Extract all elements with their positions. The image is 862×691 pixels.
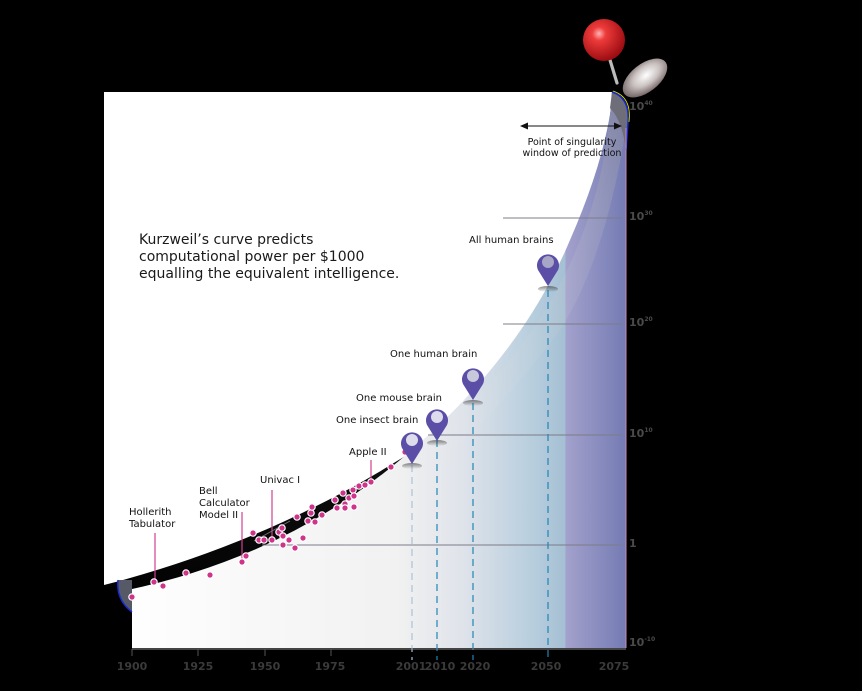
x-tick-2001: 2001 — [395, 660, 427, 673]
y-tick-10-30: 1030 — [629, 210, 653, 223]
data-points — [128, 448, 409, 601]
milestone-marker-all-humans — [537, 254, 559, 292]
singularity-label-line-2: window of prediction — [522, 148, 622, 159]
paper-sheet — [104, 92, 612, 585]
curve-edge-shade — [104, 92, 626, 610]
headline-line-3: equalling the equivalent intelligence. — [139, 266, 400, 282]
x-tick-1900: 1900 — [116, 660, 148, 673]
chart-headline: Kurzweil’s curve predicts computational … — [139, 232, 419, 283]
annotation-univac: Univac I — [260, 475, 301, 486]
singularity-label: Point of singularity window of predictio… — [520, 137, 624, 159]
milestone-dashed-lines — [411, 290, 549, 660]
leader-lines — [154, 460, 372, 581]
pushpin-icon — [583, 19, 668, 98]
annotation-bell-calculator: Bell Calculator Model II — [199, 486, 250, 521]
x-tick-2075: 2075 — [598, 660, 630, 673]
milestone-marker-human — [462, 368, 485, 406]
x-tick-1950: 1950 — [249, 660, 281, 673]
x-tick-2050: 2050 — [530, 660, 562, 673]
paper-curl-left — [117, 580, 132, 612]
x-axis-ticks — [131, 649, 332, 656]
x-tick-2010: 2010 — [424, 660, 456, 673]
annotation-hollerith: Hollerith Tabulator — [129, 507, 176, 530]
y-tick-10-10: 1010 — [629, 427, 653, 440]
x-tick-1925: 1925 — [182, 660, 214, 673]
annotation-all-human-brains: All human brains — [469, 235, 554, 246]
annotation-insect-brain: One insect brain — [336, 415, 419, 426]
annotation-mouse-brain: One mouse brain — [356, 393, 442, 404]
y-tick-10-neg10: 10-10 — [629, 636, 656, 649]
curve-area — [118, 100, 627, 648]
singularity-window-arrow — [520, 122, 622, 130]
singularity-label-line-1: Point of singularity — [527, 137, 617, 148]
paper-curl-right — [610, 92, 629, 150]
x-tick-2020: 2020 — [459, 660, 491, 673]
y-tick-10-40: 1040 — [629, 100, 653, 113]
headline-line-2: computational power per $1000 — [139, 249, 365, 265]
grid-lines — [262, 217, 622, 546]
y-tick-10-20: 1020 — [629, 316, 653, 329]
annotation-apple-ii: Apple II — [349, 447, 387, 458]
headline-line-1: Kurzweil’s curve predicts — [139, 232, 314, 248]
y-tick-1: 1 — [629, 537, 637, 550]
annotation-human-brain: One human brain — [390, 349, 478, 360]
x-tick-1975: 1975 — [314, 660, 346, 673]
milestone-marker-mouse — [426, 409, 449, 446]
milestone-marker-insect — [401, 432, 424, 469]
